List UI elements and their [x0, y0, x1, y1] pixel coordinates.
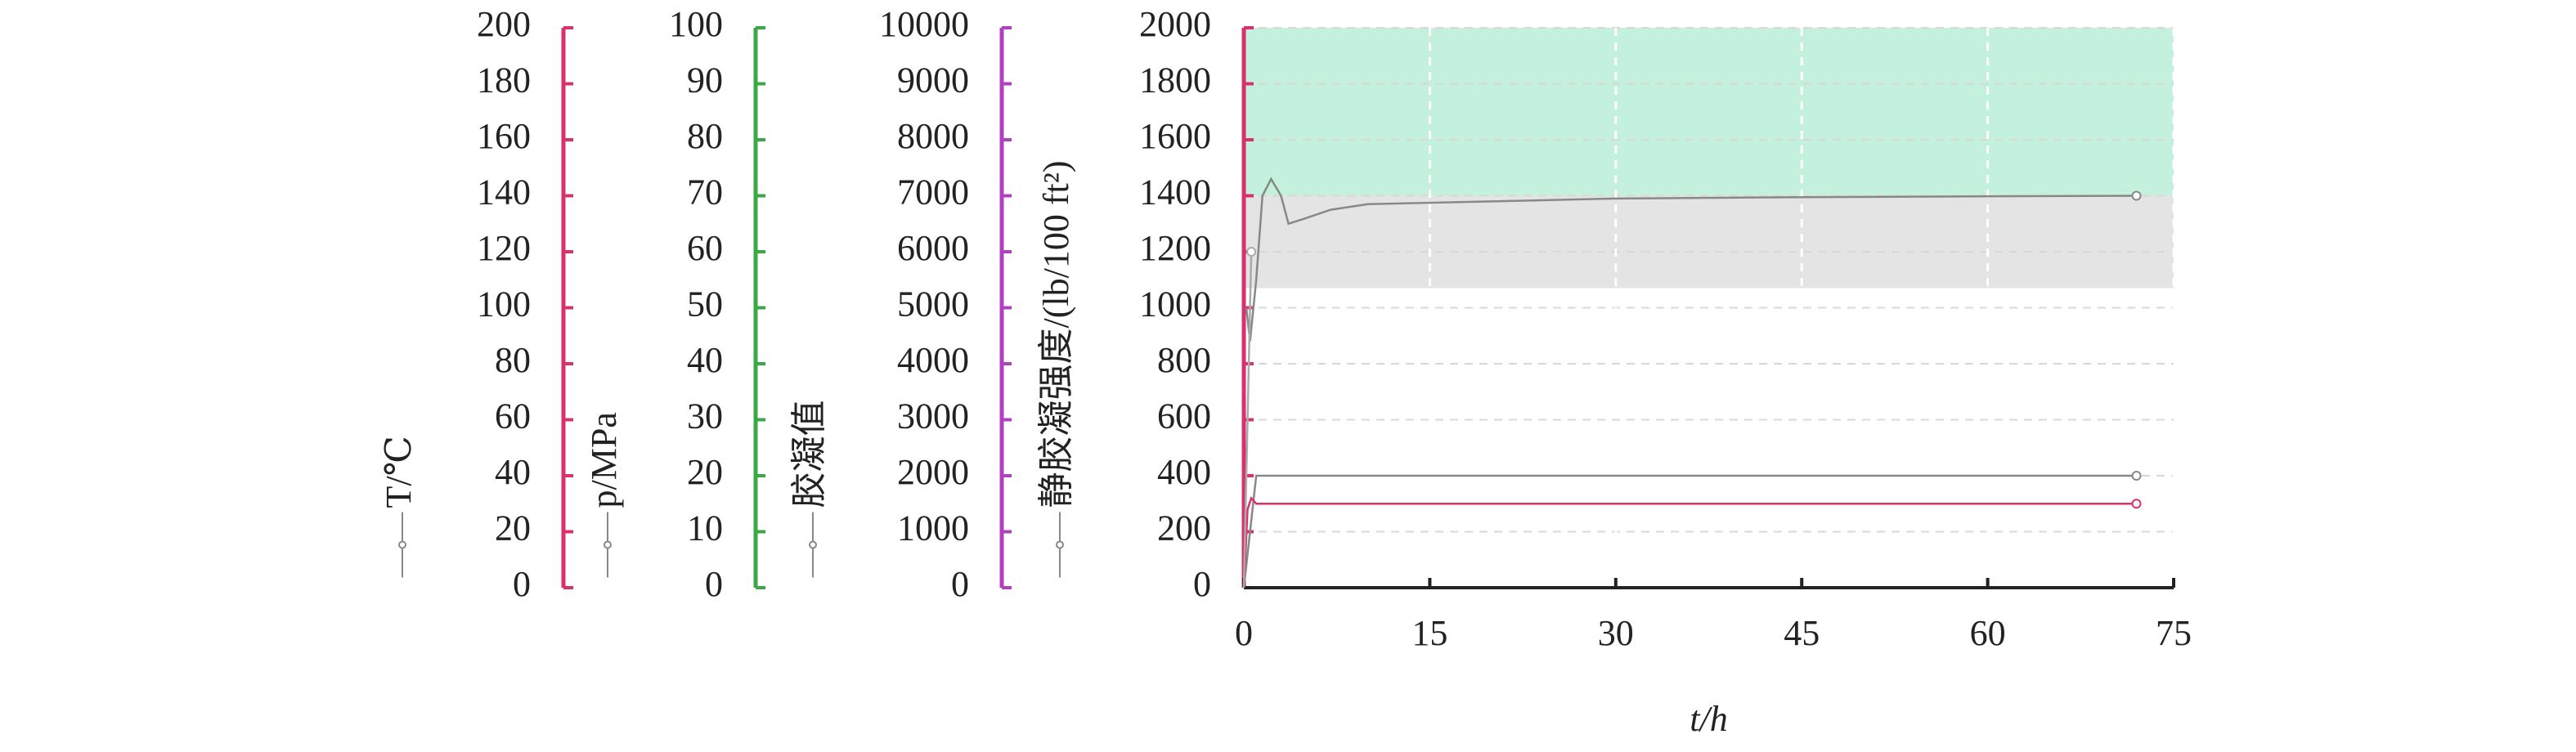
y-tick-label: 0: [951, 564, 969, 604]
y-axis-label: 静胶凝强度/(lb/100 ft²): [1036, 160, 1076, 508]
y-axis-label: p/MPa: [584, 412, 624, 508]
y-tick-label: 50: [687, 284, 723, 325]
y-axis-title: 静胶凝强度/(lb/100 ft²): [1036, 160, 1076, 578]
band: [1244, 195, 2174, 289]
legend-marker: [809, 540, 817, 549]
band: [1244, 28, 2174, 196]
y-tick-label: 100: [669, 4, 723, 44]
y-axis-label: 胶凝值: [789, 401, 829, 508]
y-tick-label: 10: [687, 508, 723, 548]
series-end-marker: [2131, 471, 2142, 481]
y-tick-label: 20: [495, 508, 531, 548]
y-tick-label: 1200: [1139, 228, 1211, 268]
y-tick-label: 1800: [1139, 60, 1211, 101]
y-axis-label: T/℃: [379, 436, 419, 508]
y-tick-label: 2000: [897, 452, 969, 492]
y-tick-label: 0: [1193, 564, 1211, 604]
y-tick-label: 70: [687, 172, 723, 213]
y-tick-label: 1600: [1139, 116, 1211, 156]
y-tick-label: 40: [687, 340, 723, 380]
series-end-marker: [1246, 247, 1257, 257]
y-tick-label: 600: [1157, 396, 1211, 436]
x-tick-label: 15: [1411, 613, 1447, 653]
y-tick-label: 120: [477, 228, 531, 268]
series-line: [1245, 177, 2137, 342]
series-end-marker: [2131, 499, 2142, 509]
y-tick-label: 2000: [1139, 4, 1211, 44]
y-tick-label: 140: [477, 172, 531, 213]
legend-marker: [1056, 540, 1064, 549]
y-axis-title: 胶凝值: [789, 401, 829, 578]
y-tick-label: 7000: [897, 172, 969, 213]
y-tick-label: 0: [705, 564, 723, 604]
y-tick-label: 5000: [897, 284, 969, 325]
x-tick-label: 60: [1970, 613, 2006, 653]
y-tick-label: 4000: [897, 340, 969, 380]
legend-marker: [604, 540, 612, 549]
x-tick-label: 75: [2156, 613, 2192, 653]
y-tick-label: 10000: [879, 4, 969, 44]
series-line: [1242, 495, 2137, 589]
y-tick-label: 800: [1157, 340, 1211, 380]
y-tick-label: 180: [477, 60, 531, 101]
legend-marker: [398, 540, 406, 549]
y-tick-label: 1000: [1139, 284, 1211, 325]
series-line: [1242, 474, 2137, 589]
y-tick-label: 60: [495, 396, 531, 436]
y-tick-label: 9000: [897, 60, 969, 101]
y-tick-label: 6000: [897, 228, 969, 268]
y-tick-label: 1400: [1139, 172, 1211, 213]
y-tick-label: 60: [687, 228, 723, 268]
series-end-marker: [2131, 190, 2142, 201]
y-tick-label: 30: [687, 396, 723, 436]
y-tick-label: 400: [1157, 452, 1211, 492]
y-tick-label: 90: [687, 60, 723, 101]
y-axis-title: p/MPa: [584, 412, 624, 578]
y-tick-label: 40: [495, 452, 531, 492]
x-tick-label: 30: [1598, 613, 1634, 653]
x-tick-label: 45: [1784, 613, 1820, 653]
y-tick-label: 200: [1157, 508, 1211, 548]
y-tick-label: 80: [687, 116, 723, 156]
x-tick-label: 0: [1235, 613, 1253, 653]
y-tick-label: 200: [477, 4, 531, 44]
y-tick-label: 20: [687, 452, 723, 492]
y-tick-label: 3000: [897, 396, 969, 436]
y-tick-label: 160: [477, 116, 531, 156]
y-tick-label: 1000: [897, 508, 969, 548]
y-tick-label: 100: [477, 284, 531, 325]
y-tick-label: 8000: [897, 116, 969, 156]
x-axis-label: t/h: [1690, 699, 1727, 739]
series-line: [1242, 251, 1253, 589]
y-axis-title: T/℃: [379, 436, 419, 578]
y-tick-label: 0: [513, 564, 531, 604]
y-tick-label: 80: [495, 340, 531, 380]
